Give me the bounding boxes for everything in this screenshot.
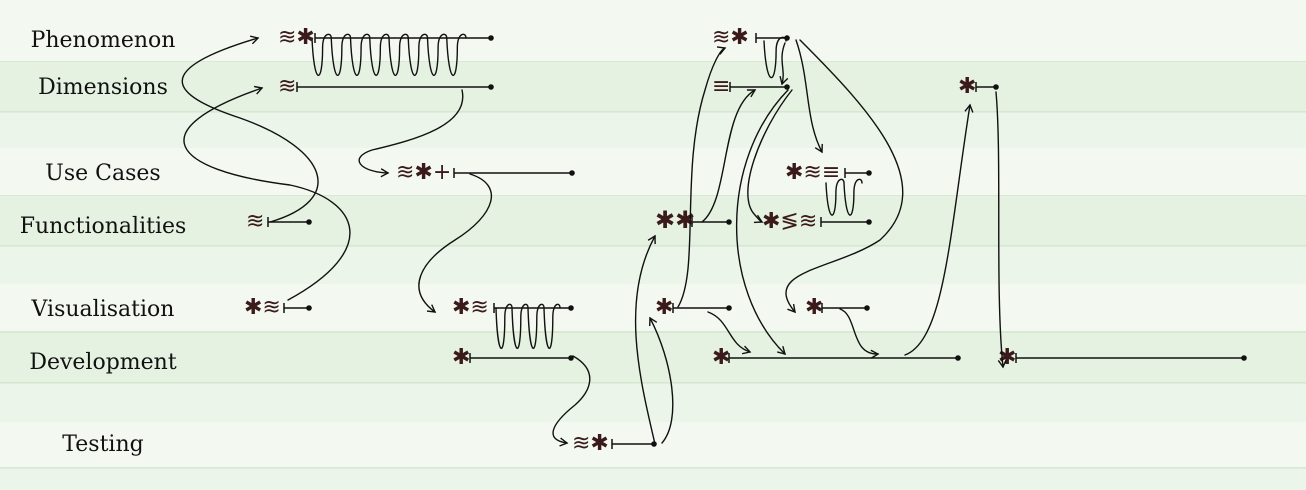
lane-band — [0, 12, 1306, 62]
flow-arrow — [181, 35, 319, 223]
segment-end-dot — [568, 305, 574, 311]
lane-gap — [0, 468, 1306, 490]
flow-arrow — [701, 89, 757, 223]
loop-usecases-functionalities — [825, 178, 863, 216]
timeline-segments — [267, 33, 1247, 449]
node-glyph-n1: ≋✱ — [278, 25, 315, 50]
segment-end-dot — [306, 305, 312, 311]
segment-end-dot — [569, 170, 575, 176]
node-glyph-n15: ✱ — [805, 295, 823, 320]
node-glyph-n16: ✱ — [712, 345, 730, 370]
segment-end-dot — [866, 219, 872, 225]
flow-arrow — [649, 316, 674, 444]
segment-end-dot — [1241, 355, 1247, 361]
segment-end-dot — [866, 170, 872, 176]
node-glyph-n13: ✱≋≡ — [785, 160, 840, 185]
lane-label-use-cases: Use Cases — [45, 161, 160, 186]
node-glyph-n12: ≡ — [712, 74, 730, 99]
loop-visualisation-development — [495, 303, 561, 350]
node-glyph-n2: ≋ — [278, 74, 296, 99]
flow-arrow — [418, 173, 492, 313]
loop-phenomenon-dimensions — [311, 33, 467, 76]
node-glyph-n9: ✱✱ — [655, 206, 695, 234]
flow-arrow — [795, 39, 823, 154]
flow-arrow — [183, 85, 351, 301]
flow-arrow — [735, 89, 789, 355]
lane-label-dimensions: Dimensions — [38, 75, 168, 100]
lane-gap — [0, 246, 1306, 284]
flow-arrow — [904, 103, 974, 356]
node-glyph-n17: ✱ — [958, 74, 976, 99]
segment-end-dot — [864, 305, 870, 311]
lane-label-phenomenon: Phenomenon — [31, 28, 176, 53]
flow-arrow — [358, 89, 464, 178]
flow-arrow — [747, 89, 793, 224]
node-glyph-n14: ✱≶≋ — [762, 209, 817, 234]
segment-end-dot — [993, 84, 999, 90]
node-glyph-n7: ✱ — [452, 345, 470, 370]
lane-label-development: Development — [29, 350, 177, 375]
lane-label-functionalities: Functionalities — [20, 214, 187, 239]
node-glyph-n6: ✱≋ — [452, 295, 489, 320]
node-glyph-n5: ✱≋ — [244, 295, 281, 320]
flow-arrow — [552, 355, 591, 447]
segment-end-dot — [488, 35, 494, 41]
lane-labels: Phenomenon Dimensions Use Cases Function… — [20, 28, 187, 457]
segment-end-dot — [726, 219, 732, 225]
segment-end-dot — [651, 441, 657, 447]
loop-phenomenon-dimensions-right — [763, 36, 787, 79]
lane-gap — [0, 112, 1306, 148]
node-glyph-n3: ≋✱+ — [396, 160, 451, 185]
segment-end-dot — [784, 84, 790, 90]
lane-gap — [0, 383, 1306, 422]
segment-end-dot — [488, 84, 494, 90]
segment-end-dot — [726, 305, 732, 311]
lane-label-testing: Testing — [62, 432, 143, 457]
flow-arrow — [995, 91, 1007, 369]
segment-end-dot — [568, 355, 574, 361]
node-glyphs: ≋✱≋≋✱+≋✱≋ ✱≋✱≋✱✱✱✱≋✱≡✱≋≡✱≶≋✱✱✱✱ — [244, 25, 1016, 456]
flow-arrow — [779, 42, 789, 86]
node-glyph-n8: ≋✱ — [572, 431, 609, 456]
segment-end-dot — [955, 355, 961, 361]
flow-arrow — [839, 308, 880, 359]
flow-arrow — [785, 39, 904, 314]
flow-arrow — [677, 46, 727, 308]
flow-arrows — [181, 35, 1007, 447]
flow-arrow — [707, 311, 752, 355]
node-glyph-n10: ✱ — [655, 295, 673, 320]
lane-band — [0, 62, 1306, 112]
lane-label-visualisation: Visualisation — [31, 297, 175, 322]
segment-end-dot — [306, 219, 312, 225]
node-glyph-n4: ≋ — [246, 209, 264, 234]
flow-arrow — [634, 234, 656, 445]
node-glyph-n11: ≋✱ — [712, 25, 749, 50]
lane-band — [0, 148, 1306, 196]
